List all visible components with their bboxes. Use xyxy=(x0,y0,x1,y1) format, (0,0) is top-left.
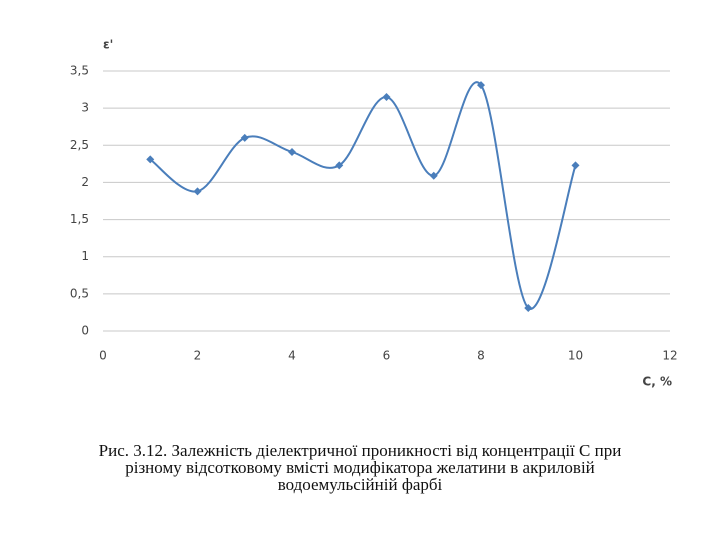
y-axis-label: ε' xyxy=(103,38,113,52)
x-tick-label: 10 xyxy=(568,349,583,363)
data-point xyxy=(382,93,391,101)
data-point xyxy=(429,171,438,180)
y-tick-label: 0 xyxy=(81,324,89,338)
caption: Рис. 3.12. Залежність діелектричної прон… xyxy=(60,442,660,493)
data-point xyxy=(571,161,580,170)
x-tick-label: 6 xyxy=(383,349,391,363)
data-point xyxy=(146,155,155,164)
data-point xyxy=(288,147,296,156)
series-line xyxy=(149,81,577,310)
y-tick-label: 2 xyxy=(81,175,89,189)
y-tick-label: 3 xyxy=(81,101,89,115)
y-tick-label: 2,5 xyxy=(70,138,89,152)
caption-line: Рис. 3.12. Залежність діелектричної прон… xyxy=(98,441,622,460)
x-tick-label: 8 xyxy=(477,349,485,363)
x-tick-label: 4 xyxy=(288,349,296,363)
data-point xyxy=(477,81,485,90)
x-tick-label: 12 xyxy=(662,349,677,363)
caption-line: водоемульсійній фарбі xyxy=(277,475,443,494)
data-point xyxy=(193,187,202,196)
data-point xyxy=(240,133,249,142)
data-point xyxy=(335,161,344,170)
x-tick-label: 2 xyxy=(194,349,202,363)
x-tick-label: 0 xyxy=(99,349,107,363)
caption-line: різному відсотковому вмісті модифікатора… xyxy=(125,458,595,477)
y-tick-label: 1,5 xyxy=(70,212,89,226)
y-tick-label: 3,5 xyxy=(70,64,89,78)
y-tick-label: 1 xyxy=(81,249,89,263)
x-axis-label: C, % xyxy=(642,375,672,389)
data-point xyxy=(524,303,533,312)
chart: ε' C, % 0 0,5 1 1,5 2 2,5 3 3,5 0 2 4 6 8 10 12 xyxy=(70,38,678,389)
y-tick-label: 0,5 xyxy=(70,286,89,300)
